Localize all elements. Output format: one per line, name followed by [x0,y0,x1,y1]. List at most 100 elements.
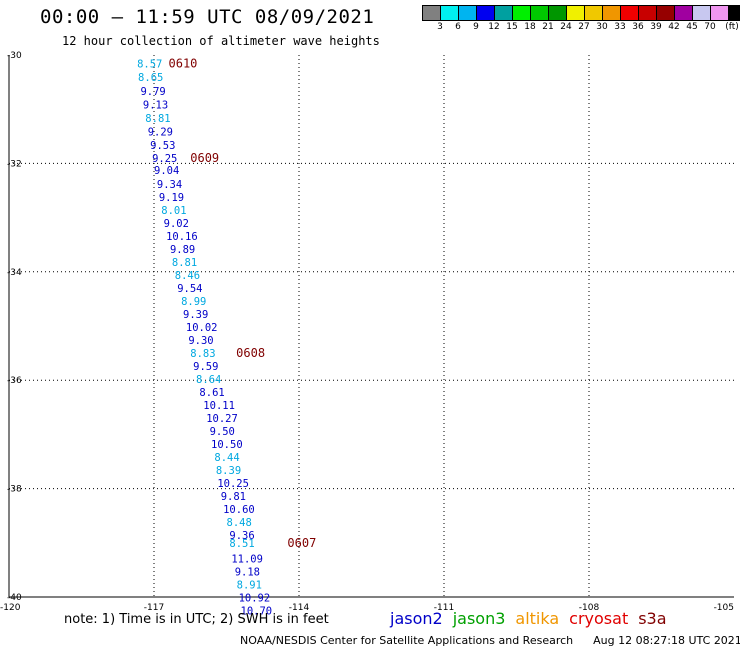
legend-tick-label: 27 [578,22,590,32]
wave-height-label: 10.92 [239,593,271,605]
pass-time-label: 0610 [169,57,198,71]
wave-height-label: 9.50 [210,426,235,438]
wave-height-label: 8.51 [229,538,254,550]
legend-tick-label: 30 [596,22,608,32]
wave-height-label: 8.65 [138,72,163,84]
wave-height-label: 8.61 [199,387,224,399]
legend-swatch [657,6,675,20]
legend-swatch [477,6,495,20]
legend-swatch [585,6,603,20]
wave-height-label: 9.59 [193,361,218,373]
lon-tick-label: -114 [289,603,310,613]
wave-height-label: 9.25 [152,153,177,165]
legend-swatch [459,6,477,20]
lat-tick-label: -34 [7,268,22,278]
lat-tick-label: -36 [7,376,22,386]
wave-height-label: 8.57 [137,59,162,71]
page-title: 00:00 – 11:59 UTC 08/09/2021 [40,6,375,28]
legend-tick-label: 33 [614,22,626,32]
wave-height-label: 9.19 [159,192,184,204]
wave-height-label: 8.99 [181,296,206,308]
legend-swatch [423,6,441,20]
wave-height-label: 9.79 [140,86,165,98]
legend-tick-label: 42 [668,22,680,32]
satellite-cryosat: cryosat [569,609,629,628]
legend-tick-label: 6 [455,22,461,32]
wave-height-label: 10.02 [186,322,218,334]
lon-tick-label: -108 [579,603,600,613]
lat-tick-label: -30 [7,51,22,61]
lon-tick-label: -111 [434,603,454,613]
satellite-jason3: jason3 [452,609,506,628]
wave-height-label: 9.30 [188,335,213,347]
lat-tick-label: -38 [7,485,22,495]
wave-height-label: 9.53 [150,140,175,152]
wave-height-label: 9.54 [177,283,202,295]
satellite-s3a: s3a [638,609,667,628]
wave-height-label: 9.18 [235,567,260,579]
legend-swatch [639,6,657,20]
wave-height-label: 9.36 [229,530,254,542]
wave-height-label: 9.13 [143,99,168,111]
wave-height-label: 9.29 [148,126,173,138]
wave-height-label: 8.83 [190,348,215,360]
legend-swatch [729,6,740,20]
satellite-legend: jason2 jason3 altika cryosat s3a [390,609,677,628]
legend-tick-label: 24 [560,22,572,32]
legend-swatch [603,6,621,20]
lon-tick-label: -120 [0,603,21,613]
wave-height-label: 10.60 [223,504,255,516]
wave-height-label: 8.81 [172,257,197,269]
wave-height-label: 8.64 [196,374,221,386]
lat-tick-label: -40 [7,593,22,603]
wave-height-label: 8.48 [227,517,252,529]
legend-tick-label: 12 [488,22,500,32]
legend-tick-label: 39 [650,22,662,32]
lat-tick-label: -32 [7,159,22,169]
wave-height-label: 8.81 [145,113,170,125]
legend-tick-label: 18 [524,22,536,32]
legend-unit: (ft) [725,22,739,32]
wave-height-label: 8.91 [237,580,262,592]
legend-swatch [513,6,531,20]
legend-tick-label: 15 [506,22,518,32]
wave-height-label: 9.81 [221,491,246,503]
wave-height-label: 10.16 [166,231,198,243]
wave-height-label: 9.04 [154,165,179,177]
wave-height-label: 9.39 [183,309,208,321]
legend-swatch [549,6,567,20]
wave-height-label: 9.02 [164,218,189,230]
wave-height-label: 11.09 [231,554,263,566]
legend-swatch [495,6,513,20]
legend-tick-label: 9 [473,22,479,32]
wave-height-label: 8.46 [175,270,200,282]
legend-swatch [621,6,639,20]
wave-height-label: 10.27 [206,413,238,425]
wave-height-label: 8.44 [214,452,239,464]
legend-color-bar [422,5,740,21]
legend-tick-label: 3 [437,22,443,32]
wave-height-label: 10.50 [211,439,243,451]
wave-height-label: 10.70 [241,606,273,618]
lon-tick-label: -117 [144,603,164,613]
wave-height-legend: 3 6 9 12 15 18 21 24 27 30 33 36 39 42 45 70 (ft) [422,5,740,33]
legend-tick-label: 45 [686,22,698,32]
legend-swatch [693,6,711,20]
footnote: note: 1) Time is in UTC; 2) SWH is in fe… [64,612,329,627]
footer-credit: NOAA/NESDIS Center for Satellite Applica… [240,634,574,647]
satellite-altika: altika [515,609,560,628]
legend-tick-label: 21 [542,22,554,32]
wave-height-label: 8.01 [161,205,186,217]
page-subtitle: 12 hour collection of altimeter wave hei… [62,34,380,48]
legend-swatch [567,6,585,20]
legend-tick-label: 36 [632,22,644,32]
wave-height-label: 10.11 [203,400,235,412]
legend-labels: 3 6 9 12 15 18 21 24 27 30 33 36 39 42 45 70 (ft) [422,21,740,33]
legend-swatch [711,6,729,20]
wave-height-label: 8.39 [216,465,241,477]
footer: NOAA/NESDIS Center for Satellite Applica… [240,634,740,647]
pass-time-label: 0608 [236,346,265,360]
satellite-jason2: jason2 [390,609,443,628]
wave-height-label: 9.89 [170,244,195,256]
